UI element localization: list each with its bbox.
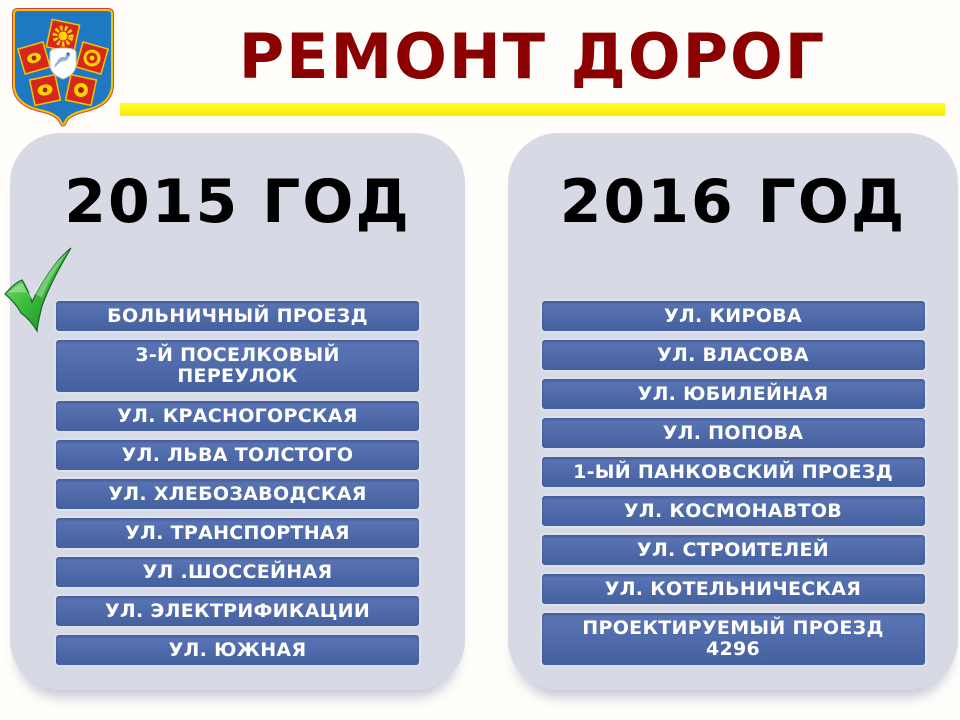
street-item: УЛ. ВЛАСОВА [539,338,927,372]
street-item: УЛ. КИРОВА [539,299,927,333]
year-heading-2015: 2015 ГОД [64,167,411,237]
street-item: УЛ. КОСМОНАВТОВ [539,494,927,528]
street-item: 3-Й ПОСЕЛКОВЫЙ ПЕРЕУЛОК [54,338,421,394]
page-title: РЕМОНТ ДОРОГ [238,20,827,93]
street-list-2015: БОЛЬНИЧНЫЙ ПРОЕЗД 3-Й ПОСЕЛКОВЫЙ ПЕРЕУЛОК… [54,299,421,667]
year-heading-2016: 2016 ГОД [559,167,907,237]
street-item: УЛ. СТРОИТЕЛЕЙ [539,533,927,567]
street-item: УЛ. ЮБИЛЕЙНАЯ [539,377,927,411]
title-underline [120,103,945,116]
street-item: УЛ. ЭЛЕКТРИФИКАЦИИ [54,594,421,628]
street-item: 1-ЫЙ ПАНКОВСКИЙ ПРОЕЗД [539,455,927,489]
street-list-2016: УЛ. КИРОВА УЛ. ВЛАСОВА УЛ. ЮБИЛЕЙНАЯ УЛ. ПО… [539,299,927,667]
street-item: УЛ. КОТЕЛЬНИЧЕСКАЯ [539,572,927,606]
street-item: УЛ. ТРАНСПОРТНАЯ [54,516,421,550]
check-mark-icon [4,247,72,333]
street-item: УЛ. КРАСНОГОРСКАЯ [54,399,421,433]
street-item: БОЛЬНИЧНЫЙ ПРОЕЗД [54,299,421,333]
street-item: УЛ. ПОПОВА [539,416,927,450]
street-item: УЛ .ШОССЕЙНАЯ [54,555,421,589]
panel-2015: 2015 ГОД БОЛЬНИЧНЫЙ ПРОЕЗД 3-Й ПОСЕЛКОВЫЙ… [10,133,465,690]
street-item: УЛ. ЮЖНАЯ [54,633,421,667]
street-item: ПРОЕКТИРУЕМЫЙ ПРОЕЗД 4296 [539,611,927,667]
panel-2016: 2016 ГОД УЛ. КИРОВА УЛ. ВЛАСОВА УЛ. ЮБИЛЕЙ… [508,133,958,690]
street-item: УЛ. ХЛЕБОЗАВОДСКАЯ [54,477,421,511]
coat-of-arms-icon [12,8,114,127]
street-item: УЛ. ЛЬВА ТОЛСТОГО [54,438,421,472]
